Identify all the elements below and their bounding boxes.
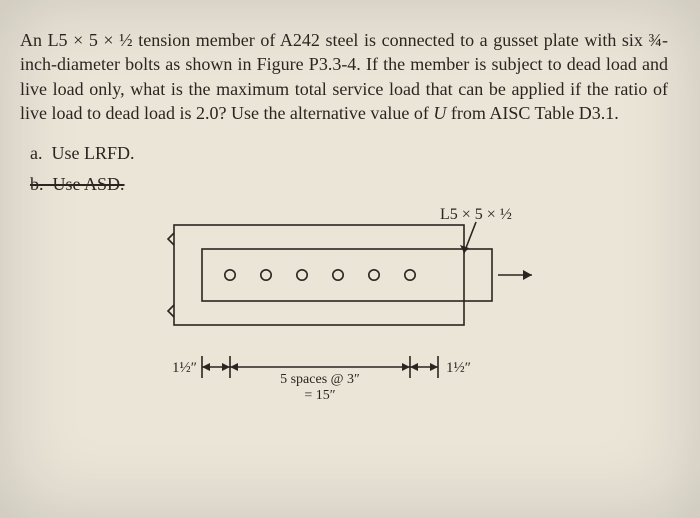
problem-text: An L5 × 5 × ½ tension member of A242 ste… xyxy=(20,28,668,125)
option-b: b. Use ASD. xyxy=(30,170,668,199)
svg-text:5 spaces @ 3″: 5 spaces @ 3″ xyxy=(280,372,360,387)
svg-text:1½″: 1½″ xyxy=(172,360,197,376)
options-list: a. Use LRFD. b. Use ASD. xyxy=(30,139,668,199)
option-a-label: Use LRFD. xyxy=(52,143,135,163)
figure: L5 × 5 × ½ 1½″ 5 spaces @ 3″= 15″ 1½″ xyxy=(154,207,534,422)
option-a-letter: a. xyxy=(30,143,43,163)
problem-var: U xyxy=(433,103,446,123)
figure-svg: L5 × 5 × ½ 1½″ 5 spaces @ 3″= 15″ 1½″ xyxy=(154,207,534,417)
svg-text:= 15″: = 15″ xyxy=(304,388,335,403)
option-a: a. Use LRFD. xyxy=(30,139,668,168)
option-b-label: Use ASD. xyxy=(53,174,125,194)
problem-after: from AISC Table D3.1. xyxy=(446,103,618,123)
option-b-letter: b. xyxy=(30,174,44,194)
svg-text:L5 × 5 × ½: L5 × 5 × ½ xyxy=(440,207,512,223)
svg-text:1½″: 1½″ xyxy=(446,360,471,376)
